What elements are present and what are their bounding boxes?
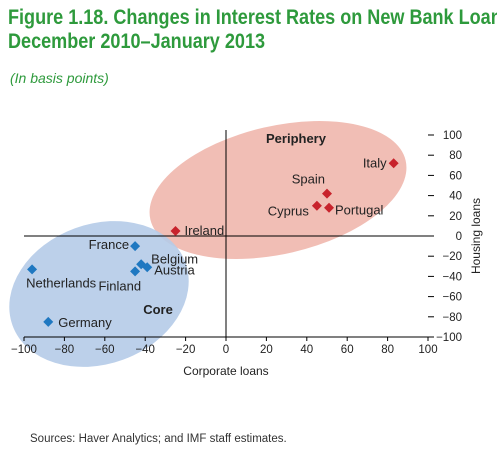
point-label-netherlands: Netherlands	[26, 275, 97, 290]
y-axis-title: Housing loans	[469, 198, 483, 274]
point-label-germany: Germany	[58, 315, 112, 330]
x-tick-label: −80	[55, 344, 75, 356]
point-label-portugal: Portugal	[335, 203, 384, 218]
y-tick-label: 40	[449, 191, 462, 203]
chart-title: Figure 1.18. Changes in Interest Rates o…	[8, 6, 497, 54]
title-line-2: December 2010–January 2013	[8, 30, 266, 53]
y-tick-label: −100	[436, 332, 462, 344]
point-germany	[43, 316, 54, 327]
point-spain	[322, 188, 332, 199]
point-label-belgium: Belgium	[151, 251, 198, 266]
y-tick-label: 0	[456, 231, 462, 243]
source-note: Sources: Haver Analytics; and IMF staff …	[30, 433, 287, 445]
title-line-1: Figure 1.18. Changes in Interest Rates o…	[8, 6, 497, 29]
y-tick-label: 80	[449, 150, 462, 162]
x-tick-label: 20	[260, 344, 273, 356]
point-label-ireland: Ireland	[185, 223, 225, 238]
point-label-finland: Finland	[98, 278, 141, 293]
x-tick-label: −60	[95, 344, 115, 356]
point-label-france: France	[89, 237, 129, 252]
y-tick-label: −40	[442, 271, 462, 283]
x-tick-label: 0	[223, 344, 229, 356]
point-label-spain: Spain	[292, 172, 325, 187]
x-tick-label: −20	[176, 344, 196, 356]
point-label-cyprus: Cyprus	[268, 204, 310, 219]
point-cyprus	[311, 200, 322, 211]
x-tick-label: −100	[11, 344, 37, 356]
point-label-italy: Italy	[363, 155, 387, 170]
x-tick-label: 60	[341, 344, 354, 356]
point-ireland	[170, 225, 181, 236]
y-tick-label: 100	[443, 130, 462, 142]
point-portugal	[324, 202, 335, 213]
y-tick-label: 20	[449, 211, 462, 223]
point-france	[130, 241, 141, 252]
x-axis-title: Corporate loans	[183, 364, 268, 378]
group-label-periphery: Periphery	[266, 131, 327, 146]
point-italy	[388, 158, 399, 169]
chart-subtitle: (In basis points)	[10, 70, 109, 86]
y-tick-label: −60	[442, 292, 462, 304]
y-tick-label: −20	[442, 251, 462, 263]
periphery-ellipse	[149, 121, 407, 259]
x-tick-label: 100	[418, 344, 437, 356]
x-tick-label: −40	[135, 344, 155, 356]
point-austria	[142, 262, 153, 273]
point-netherlands	[27, 264, 38, 275]
y-tick-label: 60	[449, 170, 462, 182]
x-tick-label: 40	[300, 344, 313, 356]
group-label-core: Core	[143, 302, 173, 317]
x-tick-label: 80	[381, 344, 394, 356]
y-tick-label: −80	[442, 312, 462, 324]
point-finland	[130, 266, 141, 277]
point-label-austria: Austria	[154, 262, 195, 277]
core-ellipse	[9, 221, 189, 367]
